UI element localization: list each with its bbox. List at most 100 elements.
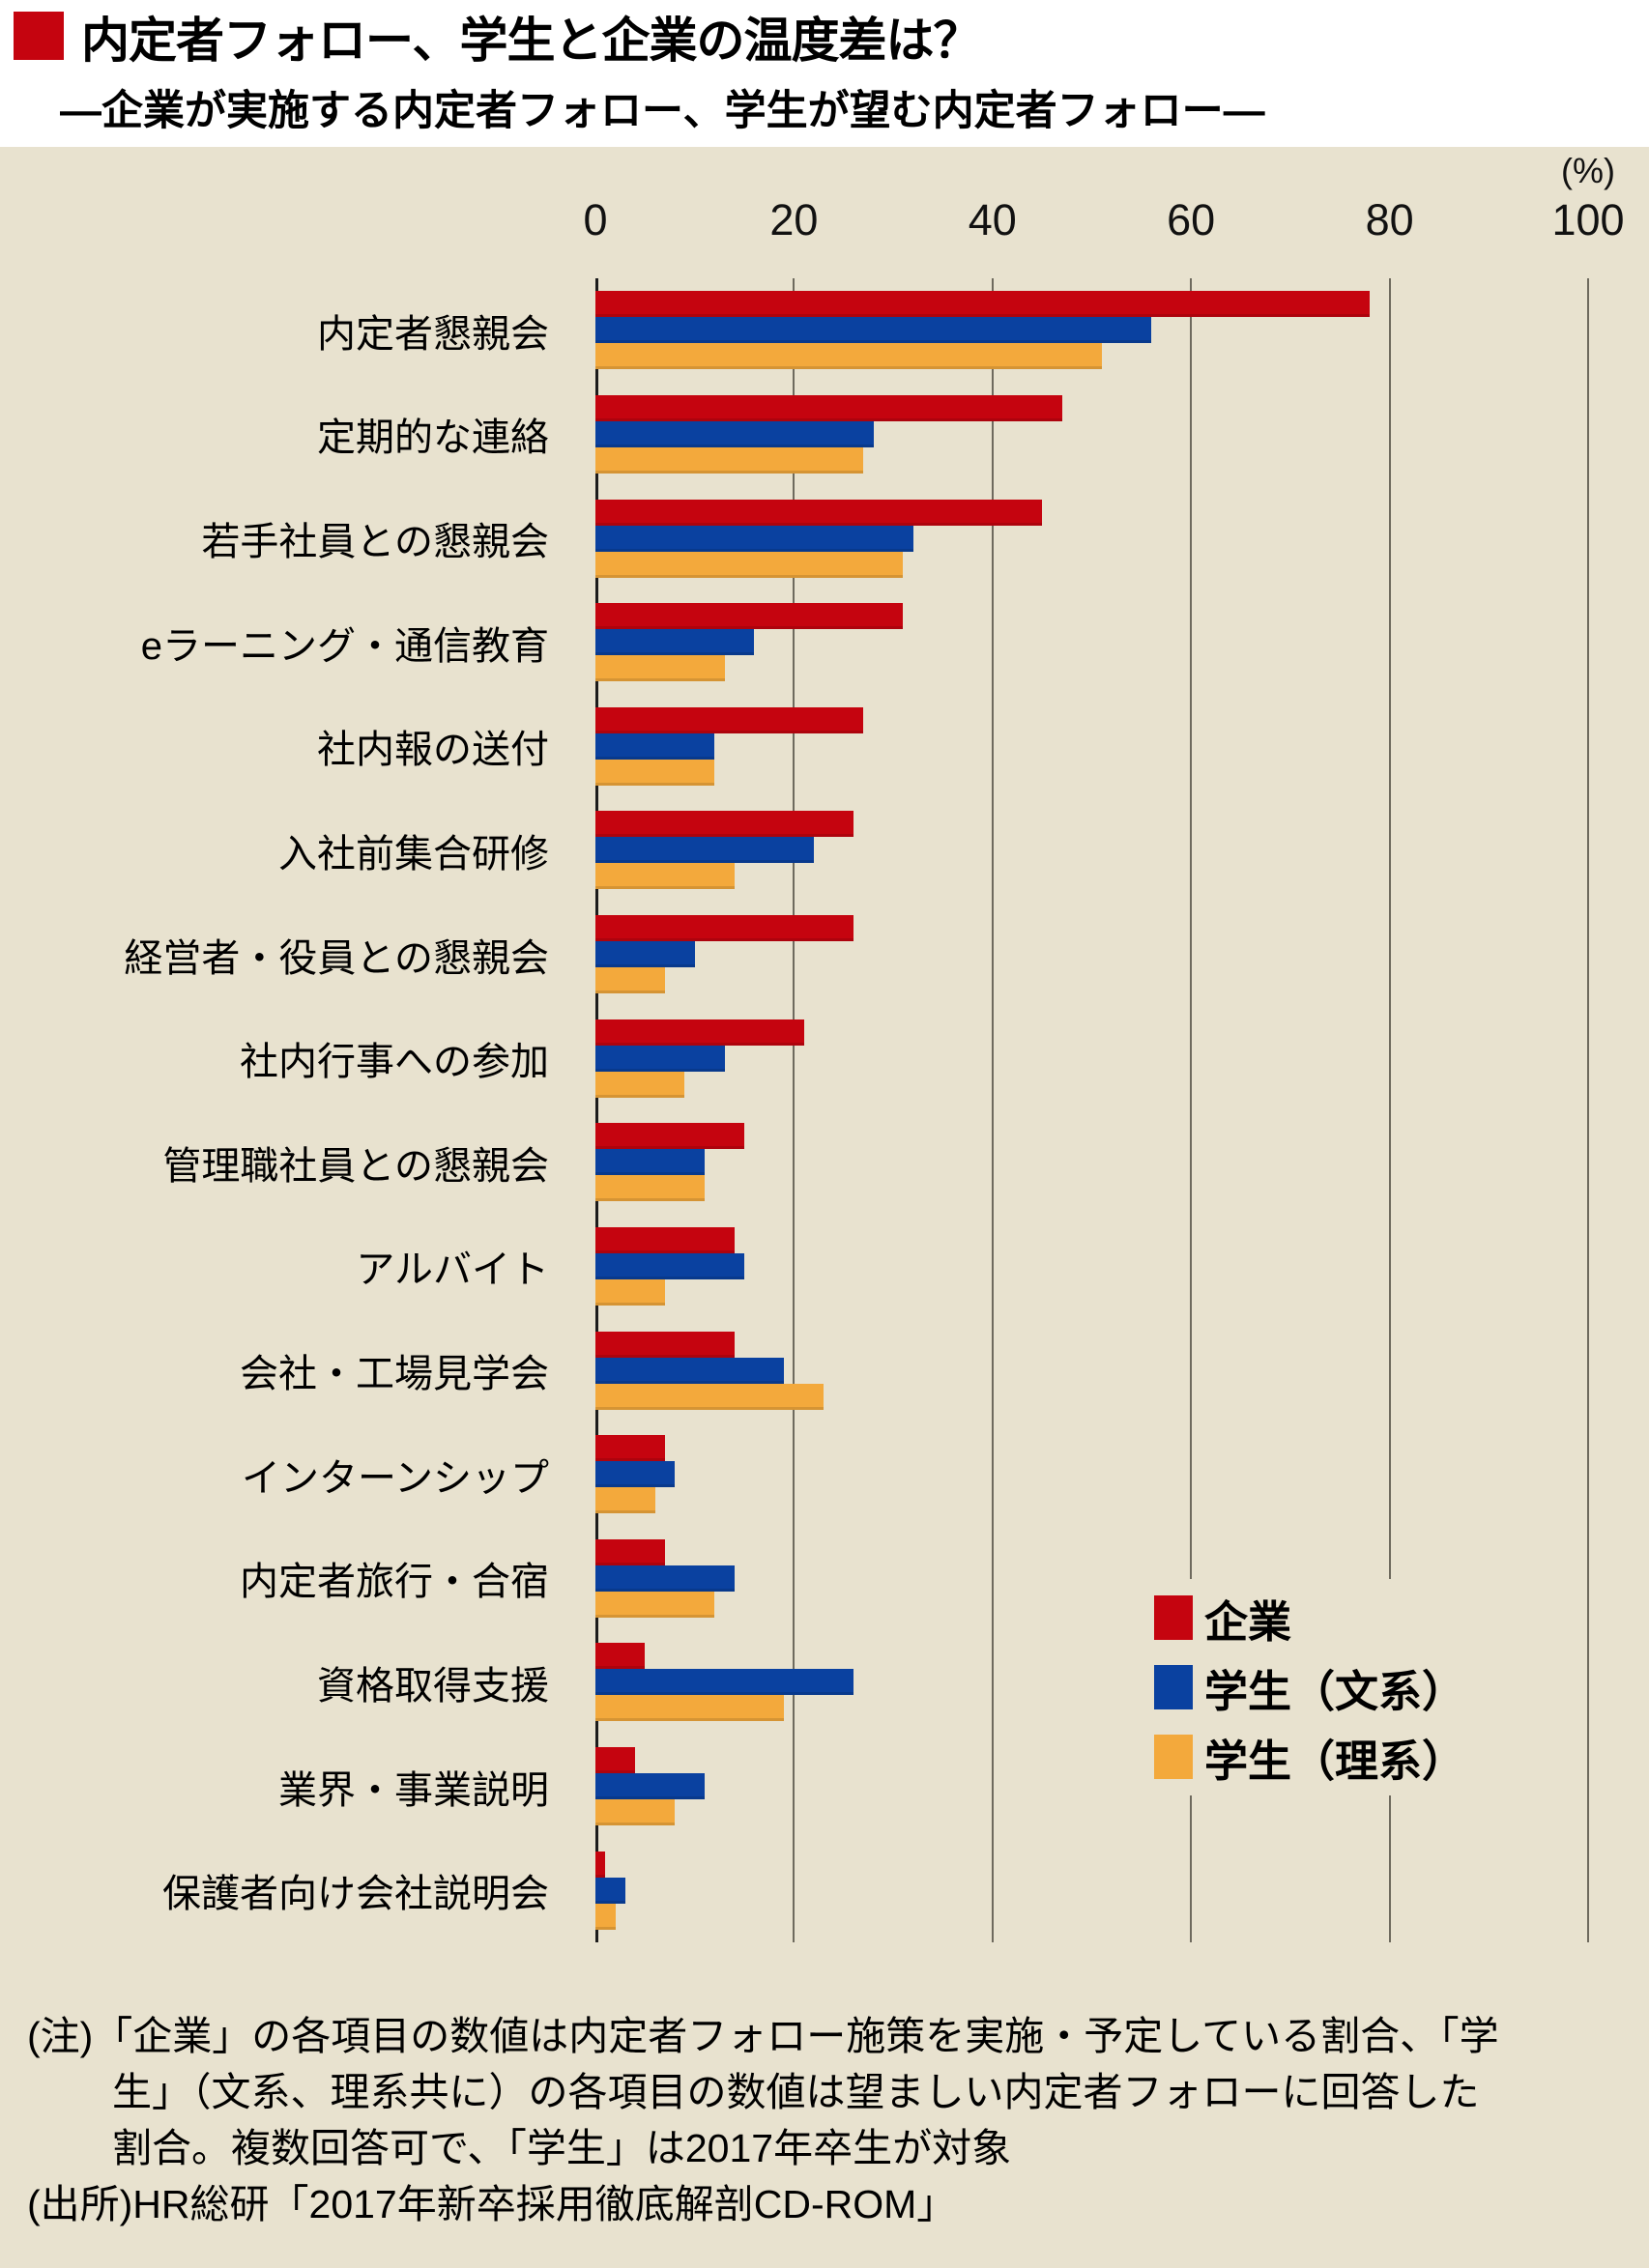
bar-series-0	[595, 1019, 804, 1046]
category-labels: 内定者懇親会 定期的な連絡若手社員との懇親会 eラーニング・通信教育社内報の送付入社…	[0, 278, 564, 1942]
legend-label: 学生（理系）	[1204, 1736, 1466, 1786]
legend-swatch-icon	[1154, 1735, 1193, 1779]
x-tick-label: 60	[1167, 195, 1216, 244]
bar-series-0	[595, 603, 904, 630]
chart-subtitle: ―企業が実施する内定者フォロー、学生が望む内定者フォロー―	[60, 88, 1265, 134]
bar-group	[595, 278, 1588, 383]
source-line: (出所)HR総研「2017年新卒採用徹底解剖CD-ROM」	[27, 2182, 957, 2226]
bar-series-2	[595, 1903, 616, 1930]
note-line: 生」（文系、理系共に）の各項目の数値は望ましい内定者フォローに回答した	[112, 2070, 1480, 2114]
bar-series-2	[595, 343, 1102, 370]
bar-series-0	[595, 706, 864, 733]
bar-series-1	[595, 1252, 745, 1279]
bar-series-2	[595, 1175, 705, 1202]
category-label: 入社前集合研修	[278, 832, 549, 876]
note-line: (注)「企業」の各項目の数値は内定者フォロー施策を実施・予定している割合、「学	[27, 2014, 1499, 2058]
category-label: アルバイト	[356, 1249, 549, 1292]
bar-group	[595, 1527, 1588, 1631]
category-label: 社内行事への参加	[240, 1041, 549, 1084]
y-axis-line	[595, 278, 598, 1942]
bar-series-0	[595, 1226, 735, 1253]
bar-group	[595, 1630, 1588, 1735]
bar-series-2	[595, 1071, 685, 1098]
category-label: 内定者旅行・合宿	[240, 1561, 549, 1604]
category-label: インターンシップ	[242, 1456, 549, 1500]
bar-series-2	[595, 551, 904, 578]
gridline	[991, 278, 994, 1942]
bar-series-1	[595, 629, 755, 656]
x-tick-label: 80	[1365, 195, 1414, 244]
bar-group	[595, 1838, 1588, 1942]
bar-series-0	[595, 1331, 735, 1358]
x-axis-ticks: (%) 0 20 40 60 80 100	[583, 151, 1624, 247]
gridline	[1587, 278, 1589, 1942]
x-tick-label: 20	[769, 195, 819, 244]
bar-group	[595, 798, 1588, 903]
bar-group	[595, 1318, 1588, 1422]
category-label: eラーニング・通信教育	[140, 624, 549, 668]
x-tick-label: 100	[1551, 195, 1625, 244]
bar-series-0	[595, 1123, 745, 1150]
bar-series-0	[595, 394, 1062, 421]
bar-series-2	[595, 446, 864, 474]
bar-series-1	[595, 1357, 785, 1384]
category-label: 保護者向け会社説明会	[162, 1873, 549, 1916]
bar-series-1	[595, 1877, 625, 1904]
bar-group	[595, 1006, 1588, 1110]
bar-series-1	[595, 732, 715, 760]
bar-series-1	[595, 525, 913, 552]
bar-series-1	[595, 941, 695, 968]
bar-series-2	[595, 1278, 665, 1306]
bar-series-2	[595, 759, 715, 786]
bar-series-1	[595, 420, 874, 447]
legend-item: 企業	[1154, 1583, 1465, 1652]
bar-group	[595, 1735, 1588, 1839]
bar-series-1	[595, 1773, 705, 1800]
bar-series-0	[595, 811, 854, 838]
category-label: 会社・工場見学会	[240, 1353, 549, 1396]
category-label: 資格取得支援	[317, 1664, 549, 1708]
legend-item: 学生（文系）	[1154, 1652, 1465, 1722]
bar-series-2	[595, 1799, 676, 1826]
bar-series-1	[595, 317, 1152, 344]
bar-series-0	[595, 1747, 636, 1774]
bar-series-2	[595, 655, 725, 682]
page-title: 内定者フォロー、学生と企業の温度差は？	[81, 14, 981, 68]
bar-series-1	[595, 1565, 735, 1592]
note-line: 割合。複数回答可で、「学生」は2017年卒生が対象	[112, 2126, 1012, 2170]
category-label: 経営者・役員との懇親会	[124, 936, 549, 980]
x-tick-label: 40	[968, 195, 1017, 244]
bar-series-0	[595, 1851, 606, 1878]
bar-group	[595, 1215, 1588, 1319]
bar-series-2	[595, 1383, 824, 1410]
bar-rows	[595, 278, 1588, 1942]
percent-unit-label: (%)	[1561, 151, 1615, 190]
bar-series-2	[595, 1695, 785, 1722]
bar-series-0	[595, 1538, 665, 1565]
bar-group	[595, 590, 1588, 695]
legend-swatch-icon	[1154, 1595, 1193, 1640]
gridline	[1388, 278, 1391, 1942]
bar-series-2	[595, 967, 665, 994]
bar-series-0	[595, 1643, 646, 1670]
bar-series-0	[595, 1435, 665, 1462]
bar-group	[595, 903, 1588, 1007]
category-label: 社内報の送付	[317, 729, 549, 772]
category-label: 若手社員との懇親会	[201, 521, 549, 564]
category-label: 内定者懇親会	[317, 312, 549, 356]
bar-group	[595, 383, 1588, 487]
category-label: 管理職社員との懇親会	[162, 1144, 549, 1188]
bar-group	[595, 486, 1588, 590]
bar-series-0	[595, 499, 1043, 526]
bar-series-1	[595, 1149, 705, 1176]
bar-series-1	[595, 1669, 854, 1696]
bar-group	[595, 1110, 1588, 1215]
bar-series-1	[595, 1461, 676, 1488]
bar-group	[595, 1422, 1588, 1527]
gridline	[1190, 278, 1193, 1942]
bar-series-2	[595, 1591, 715, 1618]
legend: 企業 学生（文系） 学生（理系）	[1150, 1579, 1484, 1795]
category-label: 定期的な連絡	[317, 416, 549, 460]
category-label: 業界・事業説明	[278, 1768, 549, 1812]
bar-series-1	[595, 1045, 725, 1072]
